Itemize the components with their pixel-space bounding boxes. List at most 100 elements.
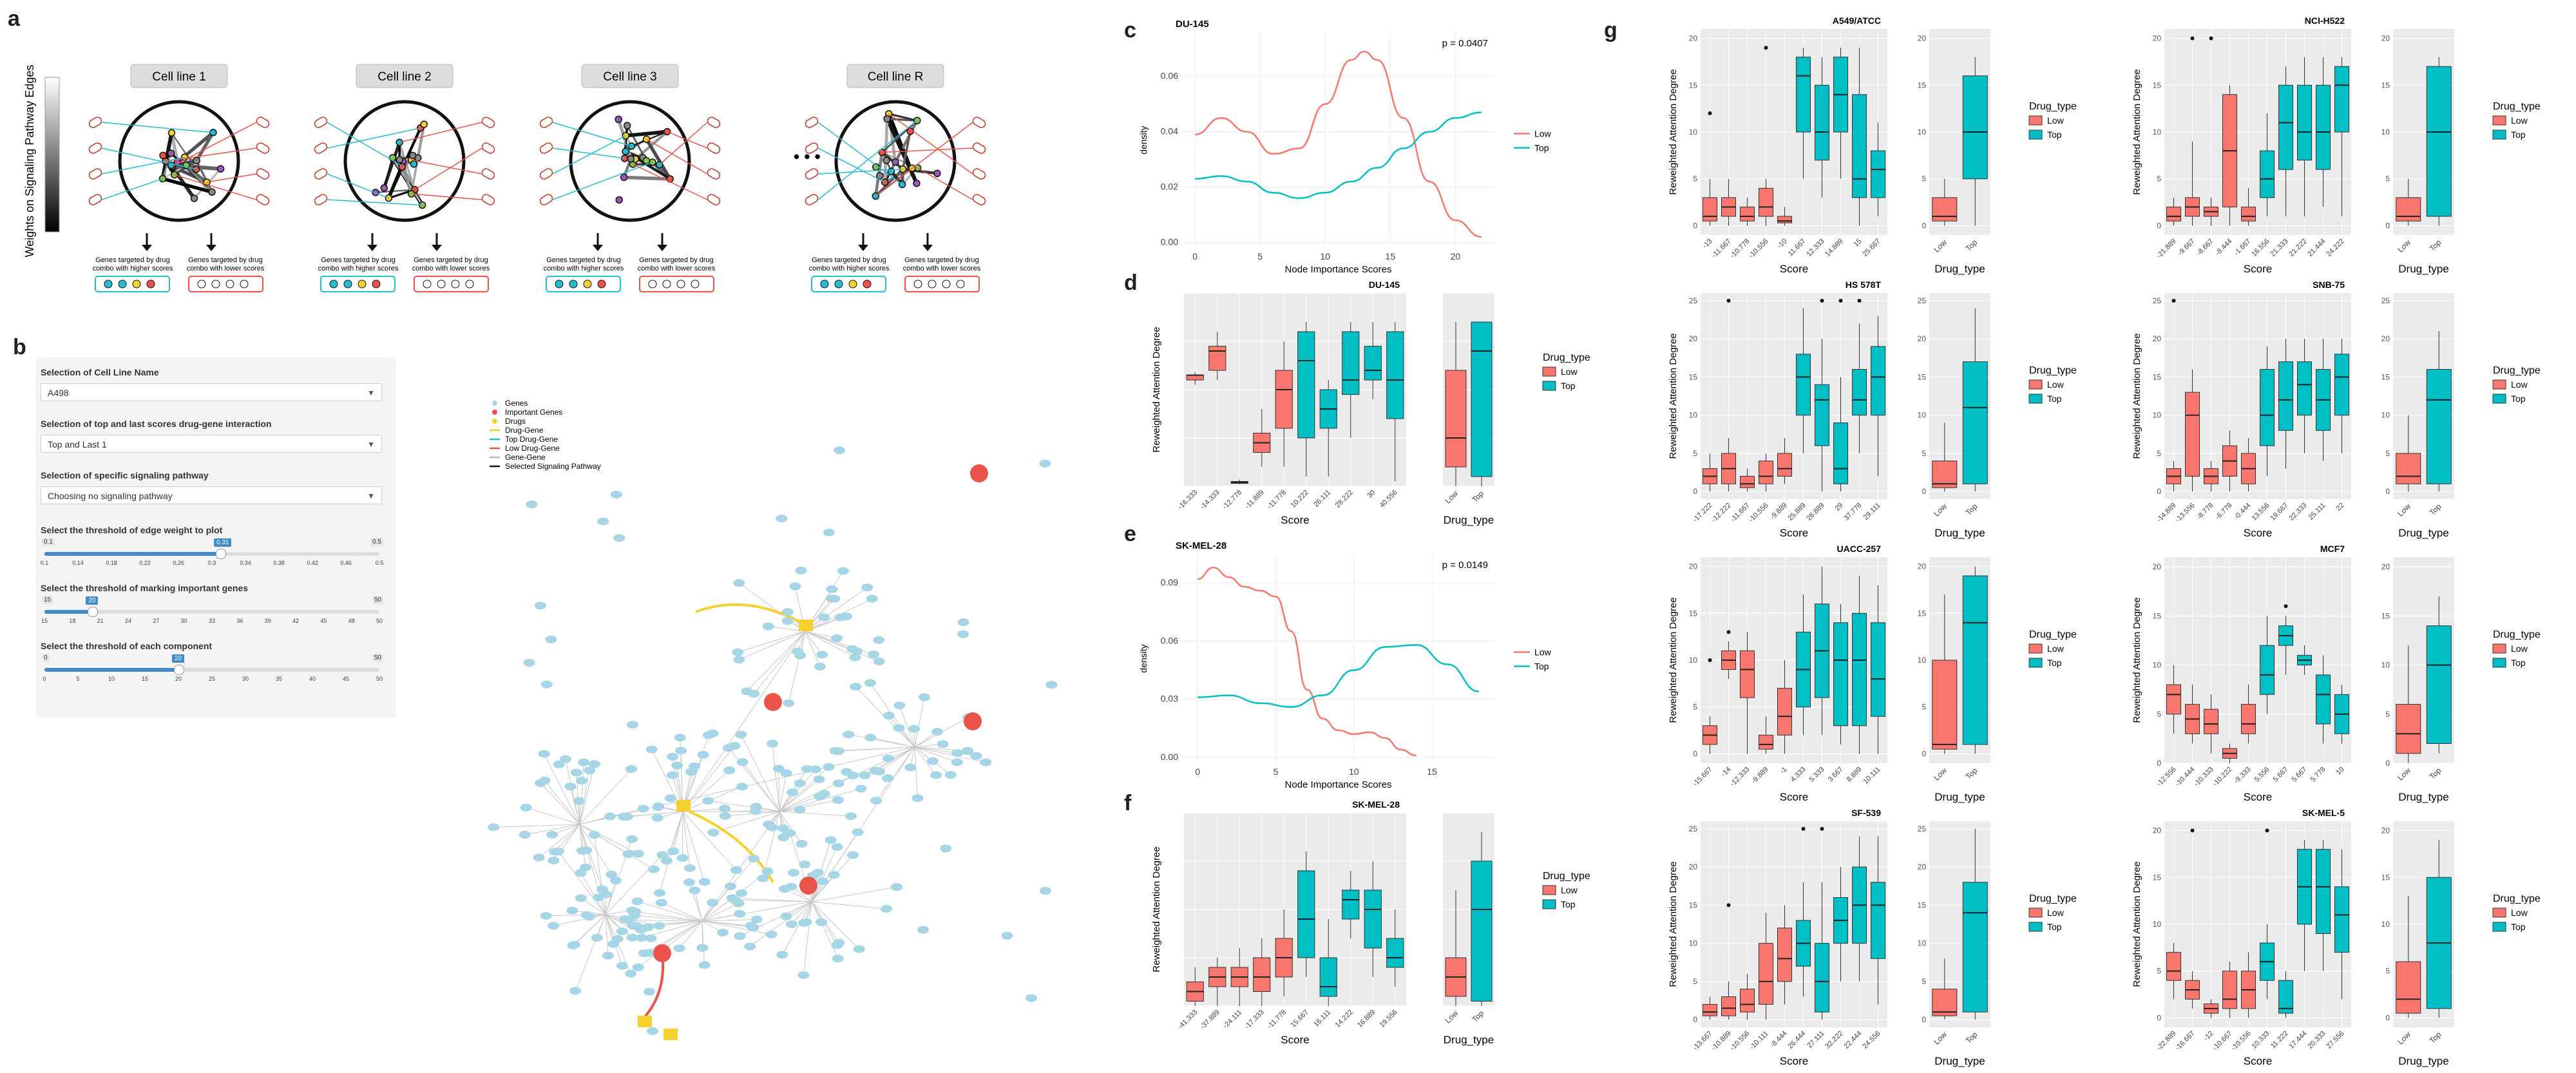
box-top: [2259, 369, 2275, 446]
gene-node: [626, 906, 638, 915]
box-low: [1739, 206, 1755, 222]
legend-key-low: [2028, 643, 2043, 654]
legend-key-low: [2492, 643, 2506, 654]
slider-track[interactable]: [44, 549, 379, 559]
x-tick-label: 8.889: [1846, 766, 1864, 784]
top-drug-edge: [101, 157, 185, 175]
slider-tick: 42: [292, 618, 300, 624]
low-drug-edge: [411, 193, 482, 200]
gene-node: [1039, 887, 1051, 895]
higher-caption: Genes targeted by drug: [321, 256, 396, 264]
x-tick-label: 15: [1852, 238, 1863, 249]
cell-line-select[interactable]: A498 ▼: [41, 383, 382, 401]
legend-key-low: [2028, 907, 2043, 918]
outlier-point: [2284, 604, 2288, 609]
gene-gene-edge: [701, 901, 812, 922]
low-drug-edge: [633, 164, 708, 200]
slider-track[interactable]: [44, 665, 379, 675]
gene-node: [671, 761, 683, 770]
gene-node: [622, 850, 634, 859]
drug-pill-icon: [88, 194, 102, 205]
box-low: [2240, 704, 2256, 734]
drug-pill-icon: [481, 142, 495, 154]
gene-node: [730, 866, 742, 875]
box-top: [1342, 331, 1360, 395]
chart-title: DU-145: [1176, 19, 1209, 30]
x-tick-label: Top: [1964, 238, 1980, 253]
gene-gene-edge: [742, 761, 780, 812]
gene-node: [817, 877, 829, 886]
drug-pill-icon: [481, 117, 495, 128]
gene-node: [832, 954, 844, 963]
gene-node: [613, 534, 625, 542]
y-tick-label: 5: [1922, 449, 1926, 458]
gene-node: [632, 850, 644, 858]
x-tick-label: Top: [1964, 502, 1980, 517]
important-genes-slider[interactable]: 15 50 20 15 18 21 24 27 30 33 36 39 42 45 48 50: [35, 596, 396, 634]
pathway-select[interactable]: Choosing no signaling pathway ▼: [41, 486, 382, 504]
x-tick-label: -13.667: [1692, 1030, 1714, 1052]
y-tick-label: 15: [1689, 900, 1698, 909]
chart-title: DU-145: [1369, 280, 1400, 290]
gene-node: [825, 836, 837, 844]
y-tick-label: 15: [1689, 372, 1698, 381]
box-top: [2278, 84, 2294, 170]
summary-box-low: [1932, 660, 1958, 750]
slider-handle[interactable]: [216, 549, 226, 559]
legend-title: Drug_type: [2029, 629, 2077, 640]
drug-gene-select[interactable]: Top and Last 1 ▼: [41, 435, 382, 453]
component-slider[interactable]: 0 50 20 0 5 10 15 20 25 30 35 40 45 50: [35, 654, 396, 692]
low-drug-edge: [888, 113, 973, 175]
y-tick-label: 5: [1922, 175, 1926, 184]
gene-node: [883, 115, 891, 123]
summary-box-low: [1445, 370, 1467, 468]
gene-gene-edge: [682, 770, 730, 812]
y-axis-label: Reweighted Attention Degree: [2132, 333, 2142, 459]
slider-tick: 45: [342, 676, 350, 682]
y-tick-label: 0: [1922, 221, 1926, 230]
gene-gene-edge: [779, 773, 787, 812]
x-tick-label: Top: [1471, 489, 1486, 504]
gene-node: [702, 797, 714, 805]
edge-weight-slider[interactable]: 0.1 0.5 0.31 0.1 0.14 0.18 0.22 0.26 0.3 0.34 0.38…: [35, 538, 396, 576]
box-top: [2278, 361, 2294, 431]
drug-pill-icon: [314, 194, 328, 205]
gene-node: [761, 867, 774, 875]
gene-node: [794, 651, 806, 660]
y-tick-label: 10: [2381, 411, 2390, 420]
gene-node: [772, 764, 785, 773]
higher-caption: Genes targeted by drug: [546, 256, 621, 264]
x-tick-label: 21.222: [2287, 238, 2308, 258]
slider-handle[interactable]: [174, 665, 184, 675]
y-tick-label: 10: [1689, 656, 1698, 665]
x-tick-label: 10.222: [1290, 489, 1310, 509]
panel-a: Weights on Signaling Pathway Edges Cell …: [0, 0, 1121, 322]
y-tick-label: 0.04: [1161, 126, 1178, 137]
gene-gene-edge: [554, 824, 580, 852]
slider-tick: 48: [348, 618, 355, 624]
drug-pill-icon: [481, 194, 495, 205]
box-low: [2166, 684, 2182, 715]
slider-tick: 39: [264, 618, 271, 624]
pathway-edge: [881, 120, 918, 153]
slider-handle[interactable]: [88, 607, 99, 617]
y-tick-label: 15: [2381, 372, 2390, 381]
y-tick-label: 0: [2385, 759, 2390, 768]
x-tick-label: -10: [1776, 238, 1789, 251]
box-low: [2166, 206, 2182, 222]
legend-label: Top: [2047, 129, 2062, 140]
x-tick-label: 29: [1833, 502, 1844, 513]
drug-pill-icon: [88, 142, 102, 154]
gene-gene-edge: [701, 903, 739, 922]
y-tick-label: 20: [1918, 562, 1927, 571]
slider-track[interactable]: [44, 607, 379, 617]
gene-node: [724, 882, 736, 891]
legend-label: Low: [1561, 885, 1578, 895]
gene-node: [834, 446, 846, 455]
drug-pill-icon: [314, 117, 328, 128]
drug-pill-icon: [314, 142, 328, 154]
gene-gene-edge: [875, 746, 915, 772]
x-tick-label: -12.333: [1729, 766, 1751, 788]
legend-title: Drug_type: [2029, 365, 2077, 376]
